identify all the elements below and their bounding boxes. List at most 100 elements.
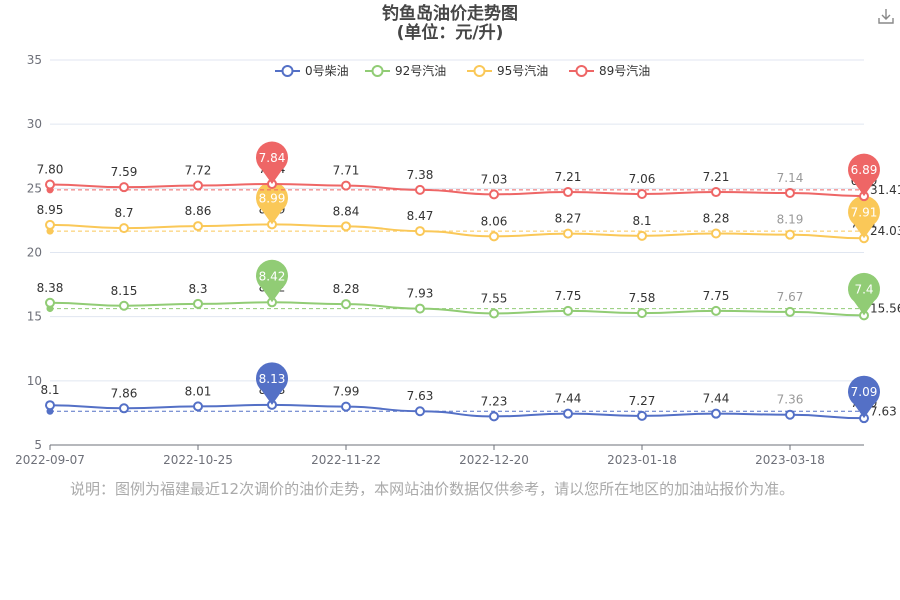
data-point [489,189,499,200]
data-label: 8.1 [632,214,651,228]
data-point [415,184,425,195]
data-label: 7.38 [407,168,434,182]
series-line [49,301,865,317]
data-label: 8.01 [185,384,212,398]
chart-subtitle: (单位：元/升) [396,23,504,43]
max-marker-label: 8.42 [259,269,286,283]
max-marker-label: 7.84 [259,151,286,165]
min-marker-label: 7.91 [851,205,878,219]
data-point [415,406,425,417]
max-marker-label: 8.13 [259,372,286,386]
legend-label: 89号汽油 [599,63,650,78]
data-label: 7.75 [555,289,582,303]
data-label: 8.47 [407,209,434,223]
x-tick-label: 2022-10-25 [163,453,233,467]
data-point [711,305,721,316]
data-label: 7.71 [333,164,360,178]
legend-swatch-dot [473,65,486,77]
data-label: 7.14 [777,171,804,185]
data-label: 7.55 [481,291,508,305]
data-label: 7.06 [629,172,656,186]
data-label: 7.93 [407,287,434,301]
min-marker-pin [848,375,880,419]
data-point [711,408,721,419]
average-line-label: 24.03 [870,224,900,238]
data-point [193,401,203,412]
average-line-label: 15.56 [870,302,900,316]
min-marker-label: 6.89 [851,163,878,177]
legend-label: 0号柴油 [305,64,349,78]
min-marker-label: 7.09 [851,385,878,399]
data-point [711,228,721,239]
legend-swatch-dot [575,65,588,77]
data-label: 8.84 [333,204,360,218]
max-marker-pin [256,259,288,303]
data-point [415,226,425,237]
data-point [785,409,795,420]
data-label: 8.1 [40,383,59,397]
data-point [45,219,55,230]
data-point [45,400,55,411]
data-label: 7.72 [185,164,212,178]
data-label: 7.58 [629,291,656,305]
legend-swatch-dot [281,65,294,77]
data-point [341,221,351,232]
data-point [563,187,573,198]
data-label: 8.86 [185,204,212,218]
y-tick-label: 10 [27,374,42,388]
chart-note: 说明：图例为福建最近12次调价的油价走势，本网站油价数据仅供参考，请以您所在地区… [70,480,795,498]
x-tick-label: 2022-09-07 [15,453,85,467]
data-point [119,223,129,234]
max-marker-pin [256,181,288,225]
data-label: 8.27 [555,212,582,226]
max-marker-label: 8.99 [259,191,286,205]
data-label: 8.19 [777,213,804,227]
y-tick-label: 35 [27,53,42,67]
data-point [193,298,203,309]
data-point [563,305,573,316]
data-point [45,297,55,308]
data-point [563,228,573,239]
series-line [49,182,865,198]
data-label: 7.63 [407,389,434,403]
data-point [563,408,573,419]
download-icon[interactable] [876,6,896,26]
legend-label: 92号汽油 [395,63,446,78]
data-point [785,229,795,240]
legend-swatch-dot [371,65,384,77]
data-point [785,187,795,198]
data-label: 8.38 [37,281,64,295]
legend-label: 95号汽油 [497,63,548,78]
data-label: 7.67 [777,290,804,304]
data-point [119,300,129,311]
x-tick-label: 2023-03-18 [755,453,825,467]
data-point [637,188,647,199]
data-point [637,308,647,319]
series-line [49,223,865,240]
data-point [341,180,351,191]
data-label: 8.28 [703,212,730,226]
data-label: 7.03 [481,172,508,186]
data-label: 7.86 [111,386,138,400]
data-label: 7.44 [703,392,730,406]
min-marker-label: 7.4 [854,282,873,296]
y-tick-label: 20 [27,246,42,260]
data-point [341,401,351,412]
data-point [415,303,425,314]
data-label: 7.36 [777,393,804,407]
data-point [45,179,55,190]
y-tick-label: 15 [27,310,42,324]
data-label: 7.99 [333,385,360,399]
data-point [193,180,203,191]
min-marker-pin [848,153,880,197]
data-label: 8.28 [333,282,360,296]
max-marker-pin [256,362,288,405]
data-label: 8.3 [188,282,207,296]
min-marker-pin [848,195,880,239]
x-tick-label: 2022-11-22 [311,453,381,467]
x-tick-label: 2023-01-18 [607,453,677,467]
data-label: 7.75 [703,289,730,303]
data-point [711,187,721,198]
data-point [489,411,499,422]
series-line [49,403,865,420]
